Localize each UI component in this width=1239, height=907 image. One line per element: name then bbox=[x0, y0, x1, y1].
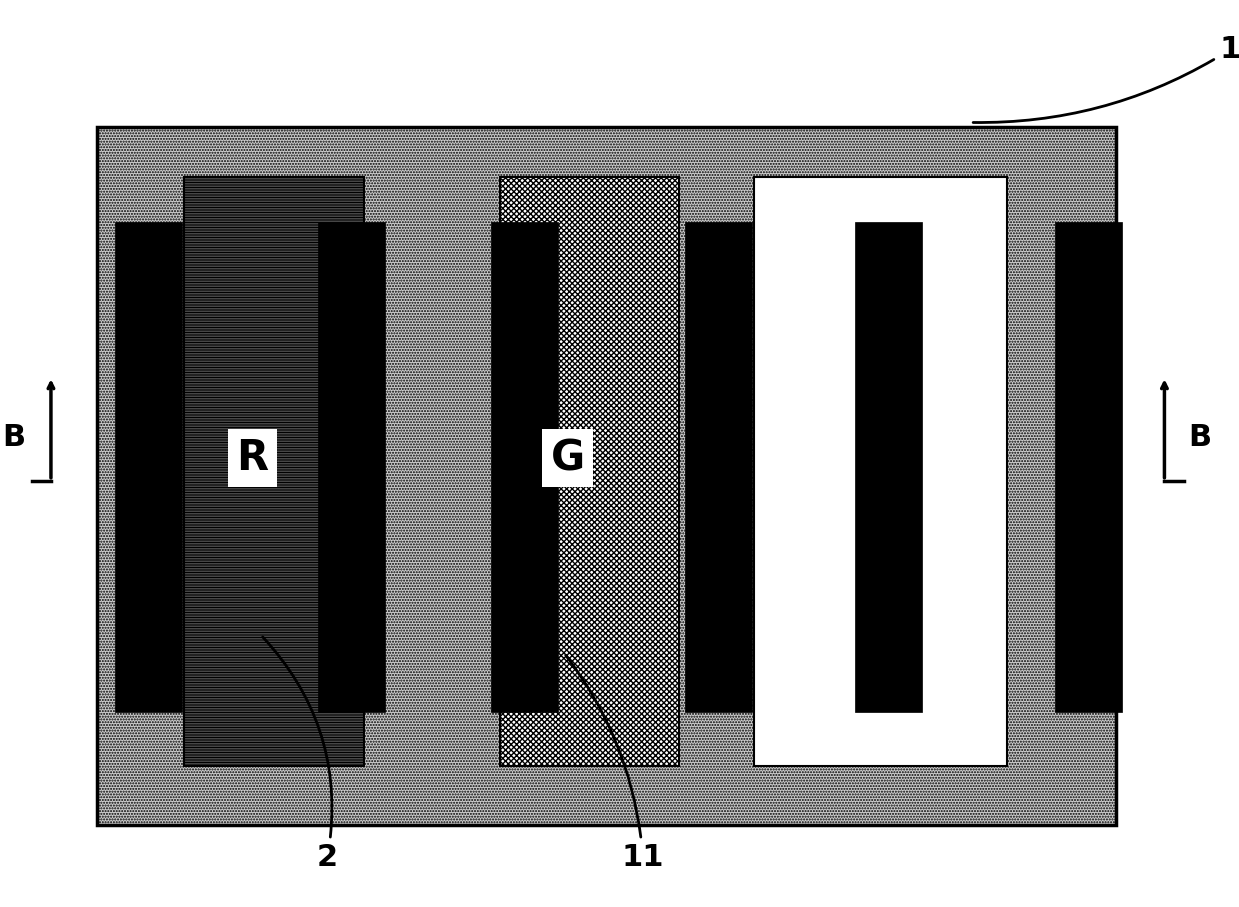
Text: 11: 11 bbox=[566, 655, 664, 872]
Bar bbox=[115, 222, 182, 712]
Text: 1: 1 bbox=[973, 35, 1239, 122]
Bar bbox=[855, 222, 922, 712]
Bar bbox=[491, 222, 558, 712]
Text: G: G bbox=[550, 437, 585, 479]
Bar bbox=[685, 222, 752, 712]
Bar bbox=[317, 222, 384, 712]
Text: 2: 2 bbox=[263, 637, 338, 872]
Text: B: B bbox=[1188, 423, 1212, 452]
Bar bbox=[755, 177, 1007, 766]
Text: B: B bbox=[855, 437, 887, 479]
Bar bbox=[185, 177, 364, 766]
Bar bbox=[499, 177, 679, 766]
Text: R: R bbox=[237, 437, 269, 479]
Bar bbox=[97, 127, 1116, 825]
Text: B: B bbox=[2, 423, 26, 452]
Bar bbox=[1056, 222, 1123, 712]
